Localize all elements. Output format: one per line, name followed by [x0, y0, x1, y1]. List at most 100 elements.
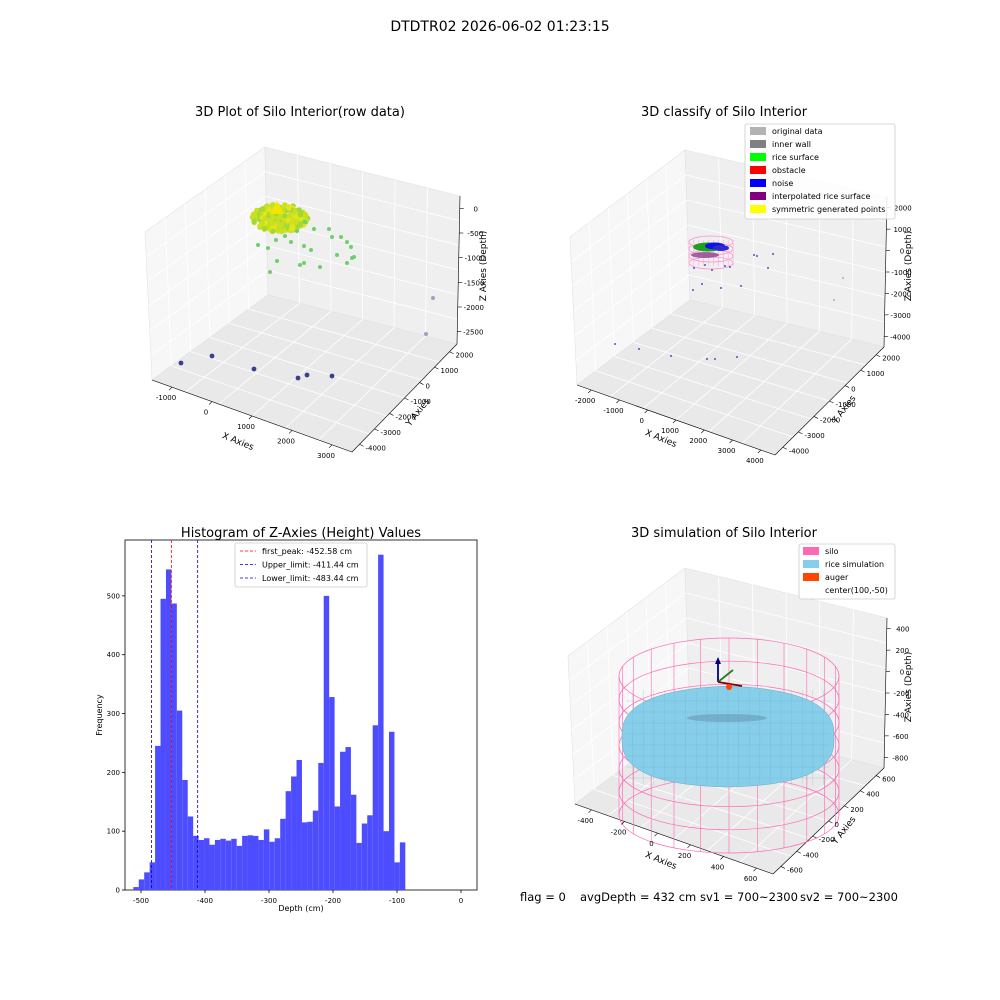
x-tick-mark — [588, 809, 592, 814]
histogram-legend: first_peak: -452.58 cm Upper_limit: -411.… — [234, 542, 368, 588]
classify-scatter-point — [706, 358, 708, 360]
legend-label: symmetric generated points — [772, 205, 885, 214]
y-tick-mark — [812, 835, 817, 839]
y-tick-label: 200 — [107, 769, 120, 777]
y-tick-label: 2000 — [456, 352, 474, 360]
histogram-bar — [323, 595, 330, 890]
rice-surface-point — [259, 220, 265, 226]
grid-line — [572, 199, 887, 287]
histogram-bar — [399, 842, 406, 890]
histogram-bar — [204, 838, 210, 890]
x-tick-label: 0 — [639, 417, 643, 425]
histogram-bar — [258, 840, 264, 890]
raw-x-label: X Axies — [220, 431, 255, 453]
histogram-y-label: Frequency — [95, 694, 104, 736]
raw-scatter-point — [309, 248, 313, 252]
classify-scatter-point — [711, 269, 713, 271]
raw-scatter-point — [345, 240, 349, 244]
z-tick-label: -2500 — [463, 329, 483, 337]
z-tick-label: -400 — [893, 711, 909, 719]
histogram-bar — [356, 842, 362, 890]
x-tick-label: -200 — [325, 897, 341, 905]
z-tick-label: -1500 — [464, 279, 484, 287]
histogram-bar — [318, 762, 324, 890]
y-tick-label: 0 — [426, 383, 430, 391]
raw-scatter-point — [318, 265, 322, 269]
histogram-bar — [236, 845, 243, 890]
rice-simulation-surface — [621, 685, 835, 788]
legend-swatch — [750, 153, 766, 161]
footer-sv2: sv2 = 700~2300 — [800, 890, 898, 904]
grid-line — [570, 617, 887, 706]
x-tick-mark — [672, 419, 677, 424]
x-tick-mark — [701, 429, 705, 434]
rice-surface-point — [262, 216, 268, 222]
raw-scatter-point — [268, 270, 272, 274]
histogram-bar — [225, 840, 232, 890]
z-tick-label: -800 — [892, 754, 908, 762]
y-tick-label: 400 — [107, 651, 120, 659]
legend-label: rice simulation — [825, 560, 884, 569]
x-tick-label: 0 — [204, 409, 208, 417]
classify-scatter-point — [701, 283, 703, 285]
histogram-legend-box — [234, 542, 368, 588]
x-tick-label: -200 — [611, 829, 627, 837]
legend-swatch — [750, 166, 766, 174]
legend-label: obstacle — [772, 166, 806, 175]
rice-surface-point — [270, 228, 276, 234]
classify-scatter-point — [753, 254, 755, 256]
x-tick-mark — [616, 399, 620, 404]
x-tick-label: -500 — [133, 897, 149, 905]
raw-scatter-point — [330, 235, 334, 239]
raw-scatter-point — [350, 256, 354, 260]
x-tick-label: 0 — [649, 840, 653, 848]
classify-scatter-point — [720, 287, 722, 289]
y-tick-mark — [780, 866, 786, 869]
y-tick-mark — [813, 416, 819, 419]
classify-legend: original data inner wall rice surface obsta… — [744, 123, 896, 220]
raw-scatter-point — [327, 227, 331, 231]
footer-avg-depth: avgDepth = 432 cm — [580, 890, 696, 904]
raw-scatter-point — [256, 243, 260, 247]
z-tick-label: 0 — [900, 248, 904, 256]
legend-label: first_peak: -452.58 cm — [262, 547, 352, 556]
histogram-bar — [193, 835, 199, 890]
raw-scatter-point — [335, 253, 339, 257]
grid-line — [741, 338, 852, 444]
x-tick-mark — [644, 409, 648, 414]
y-tick-label: -400 — [803, 851, 819, 859]
y-tick-label: -2000 — [820, 416, 840, 424]
rice-surface-point — [296, 207, 302, 213]
histogram-bar — [340, 751, 346, 890]
rice-surface-point — [266, 217, 272, 223]
y-tick-mark — [434, 366, 439, 370]
legend-swatch — [750, 179, 766, 187]
interpolated-surface — [691, 252, 719, 258]
y-tick-label: -2000 — [396, 413, 416, 421]
rice-surface-point — [297, 212, 303, 218]
raw-scatter-point — [274, 238, 278, 242]
auger-y-arrow — [717, 669, 734, 683]
histogram-bar — [372, 725, 379, 890]
y-tick-mark — [844, 805, 849, 809]
raw-scatter-point — [304, 372, 310, 378]
rice-surface-point — [293, 220, 299, 226]
y-tick-label: -1000 — [836, 401, 856, 409]
histogram-bar — [285, 791, 292, 890]
y-tick-label: 500 — [107, 592, 120, 600]
legend-label: interpolated rice surface — [772, 192, 870, 201]
histogram-bar — [307, 821, 313, 890]
histogram-reference-lines — [151, 540, 199, 890]
legend-label: original data — [772, 127, 823, 136]
z-tick-label: -500 — [467, 230, 483, 238]
raw-scatter-points — [178, 201, 435, 381]
raw-scatter-point — [298, 263, 302, 267]
raw-scatter-point — [178, 360, 184, 366]
simulation-panel-title: 3D simulation of Silo Interior — [631, 526, 818, 541]
histogram-bar — [155, 745, 161, 890]
raw-scatter-point — [302, 244, 306, 248]
x-tick-mark — [757, 449, 762, 454]
legend-label: center(100,-50) — [825, 586, 888, 595]
y-tick-mark — [449, 351, 454, 354]
x-tick-mark — [729, 439, 733, 444]
